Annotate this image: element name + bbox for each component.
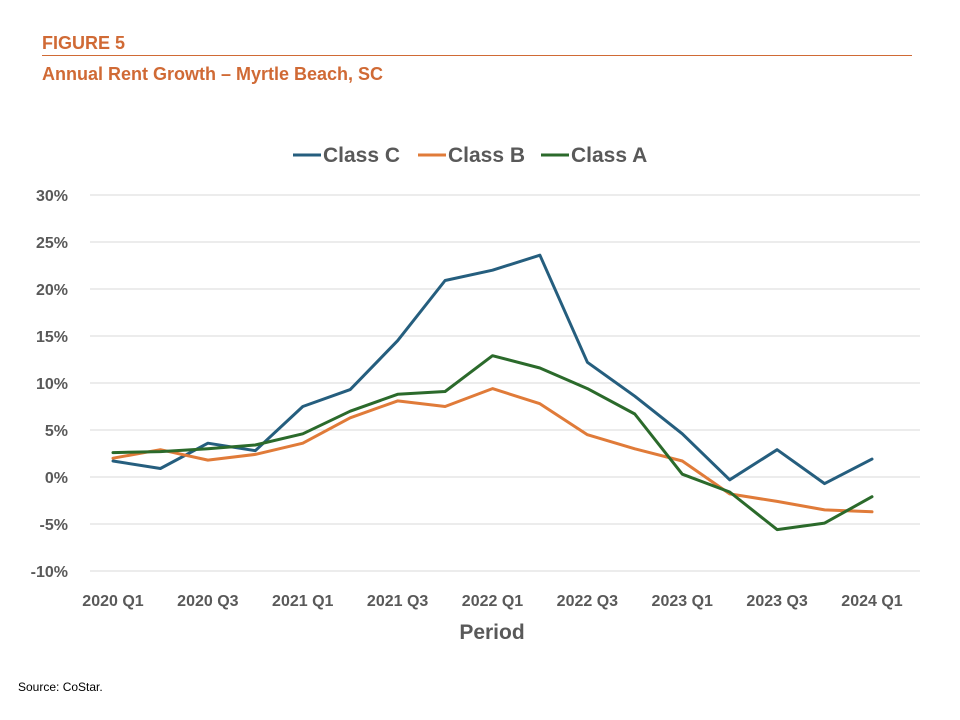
x-tick-label: 2022 Q1 xyxy=(462,593,523,610)
y-tick-label: 15% xyxy=(36,329,68,346)
x-tick-label: 2021 Q1 xyxy=(272,593,333,610)
series-line-class-a xyxy=(111,354,874,532)
figure-label: FIGURE 5 xyxy=(42,33,126,53)
x-tick-label: 2020 Q1 xyxy=(82,593,143,610)
y-tick-label: 0% xyxy=(45,470,68,487)
y-tick-label: 5% xyxy=(45,423,68,440)
x-axis-title: Period xyxy=(459,621,524,644)
legend-label: Class B xyxy=(448,144,525,167)
series-line-class-b xyxy=(111,387,874,514)
y-tick-label: 10% xyxy=(36,376,68,393)
y-tick-label: 30% xyxy=(36,188,68,205)
x-tick-label: 2023 Q3 xyxy=(746,593,807,610)
y-tick-label: 20% xyxy=(36,282,68,299)
series-line-class-c xyxy=(111,253,874,486)
y-tick-label: 25% xyxy=(36,235,68,252)
x-tick-label: 2020 Q3 xyxy=(177,593,238,610)
legend-label: Class A xyxy=(571,144,647,167)
series-lines xyxy=(111,253,874,532)
x-axis-ticks: 2020 Q1 2020 Q3 2021 Q1 2021 Q3 2022 Q1 2022 … xyxy=(82,593,902,610)
legend-label: Class C xyxy=(323,144,400,167)
y-tick-label: -10% xyxy=(31,564,68,581)
y-axis-ticks: 30% 25% 20% 15% 10% 5% 0% -5% -10% xyxy=(31,188,68,581)
gridlines xyxy=(90,194,920,572)
x-tick-label: 2021 Q3 xyxy=(367,593,428,610)
x-tick-label: 2024 Q1 xyxy=(841,593,902,610)
y-tick-label: -5% xyxy=(40,517,68,534)
x-tick-label: 2022 Q3 xyxy=(557,593,618,610)
x-tick-label: 2023 Q1 xyxy=(652,593,713,610)
legend: Class C Class B Class A xyxy=(293,144,647,167)
source-note: Source: CoStar. xyxy=(18,680,103,694)
figure-title: Annual Rent Growth – Myrtle Beach, SC xyxy=(42,64,384,84)
figure-divider xyxy=(42,55,912,56)
